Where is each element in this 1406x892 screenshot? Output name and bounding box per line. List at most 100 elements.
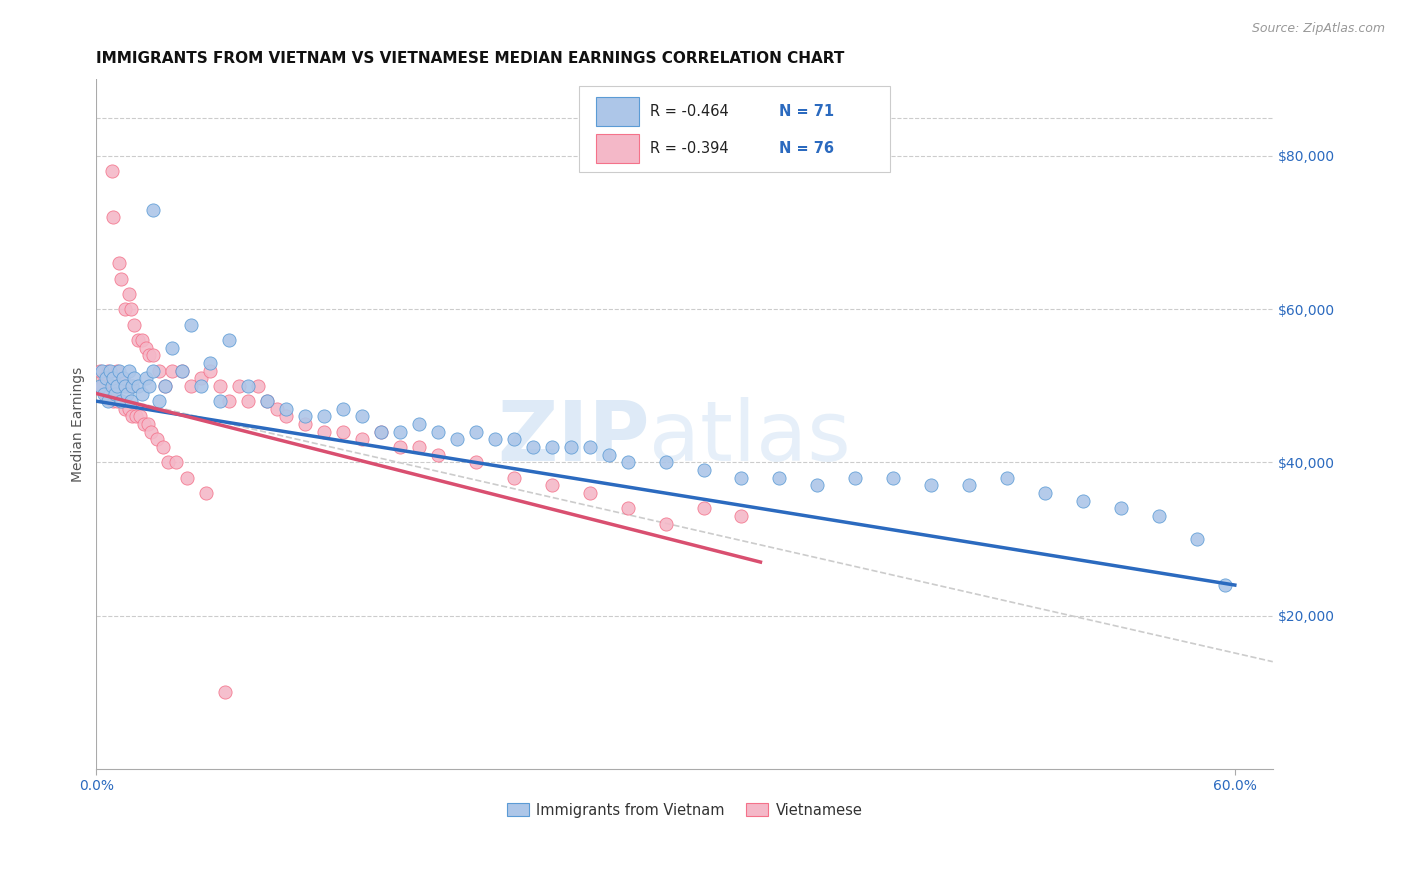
Point <box>89 379 111 393</box>
Point <box>120 394 142 409</box>
Point <box>560 440 582 454</box>
FancyBboxPatch shape <box>579 87 890 172</box>
Point <box>768 471 790 485</box>
Point <box>153 379 176 393</box>
Point <box>190 371 212 385</box>
Point <box>200 363 222 377</box>
Text: Source: ZipAtlas.com: Source: ZipAtlas.com <box>1251 22 1385 36</box>
Point <box>236 379 259 393</box>
Point <box>180 379 202 393</box>
Point <box>200 356 222 370</box>
Point <box>692 463 714 477</box>
Point <box>214 685 236 699</box>
Point <box>89 363 111 377</box>
Point <box>100 164 122 178</box>
Point <box>135 341 157 355</box>
Point <box>91 379 114 393</box>
Point <box>142 348 165 362</box>
Point <box>350 433 373 447</box>
Point <box>98 379 121 393</box>
Point <box>616 455 638 469</box>
Point <box>540 478 562 492</box>
Point <box>170 363 193 377</box>
Point <box>91 379 114 393</box>
Point <box>1071 493 1094 508</box>
Point <box>844 471 866 485</box>
Text: R = -0.394: R = -0.394 <box>651 141 730 156</box>
Point <box>236 394 259 409</box>
Point <box>312 409 335 424</box>
Point <box>806 478 828 492</box>
Point <box>110 394 132 409</box>
Point <box>165 455 187 469</box>
Text: IMMIGRANTS FROM VIETNAM VS VIETNAMESE MEDIAN EARNINGS CORRELATION CHART: IMMIGRANTS FROM VIETNAM VS VIETNAMESE ME… <box>97 51 845 66</box>
Point <box>1033 486 1056 500</box>
Point <box>98 386 121 401</box>
Point <box>114 401 136 416</box>
Point <box>124 371 146 385</box>
Point <box>256 394 278 409</box>
Point <box>388 425 411 439</box>
Point <box>121 379 143 393</box>
Point <box>148 394 170 409</box>
Point <box>1215 578 1237 592</box>
Point <box>266 401 288 416</box>
Point <box>103 371 125 385</box>
Point <box>138 379 160 393</box>
Point <box>176 471 198 485</box>
Point <box>920 478 942 492</box>
Point <box>190 379 212 393</box>
Point <box>1185 532 1208 546</box>
Point <box>157 455 180 469</box>
Point <box>98 363 121 377</box>
Point <box>94 386 117 401</box>
Point <box>141 425 163 439</box>
Point <box>103 394 125 409</box>
Point <box>246 379 269 393</box>
Point <box>426 448 449 462</box>
Point <box>127 333 149 347</box>
Point <box>94 371 117 385</box>
Point <box>654 455 676 469</box>
Point <box>111 371 134 385</box>
Point <box>692 501 714 516</box>
Point <box>522 440 544 454</box>
Point <box>148 363 170 377</box>
Point <box>108 256 131 270</box>
Point <box>117 401 139 416</box>
Point <box>170 363 193 377</box>
Point <box>127 379 149 393</box>
Point <box>502 433 524 447</box>
Point <box>114 302 136 317</box>
Point <box>105 379 128 393</box>
Point <box>598 448 620 462</box>
Point <box>312 425 335 439</box>
Point <box>578 486 600 500</box>
Point <box>104 379 127 393</box>
Point <box>105 363 128 377</box>
Point <box>274 409 297 424</box>
Point <box>578 440 600 454</box>
Point <box>91 363 114 377</box>
Point <box>131 386 153 401</box>
Point <box>125 409 148 424</box>
Point <box>97 394 120 409</box>
Point <box>256 394 278 409</box>
Point <box>882 471 904 485</box>
Point <box>136 417 159 432</box>
Point <box>121 379 143 393</box>
Point <box>117 363 139 377</box>
Point <box>93 386 115 401</box>
Text: atlas: atlas <box>650 398 851 478</box>
Point <box>135 371 157 385</box>
Point <box>616 501 638 516</box>
FancyBboxPatch shape <box>596 134 638 162</box>
Point <box>121 409 143 424</box>
Point <box>464 455 486 469</box>
FancyBboxPatch shape <box>596 97 638 127</box>
Point <box>1147 509 1170 524</box>
Point <box>138 348 160 362</box>
Point <box>730 471 752 485</box>
Point <box>117 286 139 301</box>
Text: ZIP: ZIP <box>496 398 650 478</box>
